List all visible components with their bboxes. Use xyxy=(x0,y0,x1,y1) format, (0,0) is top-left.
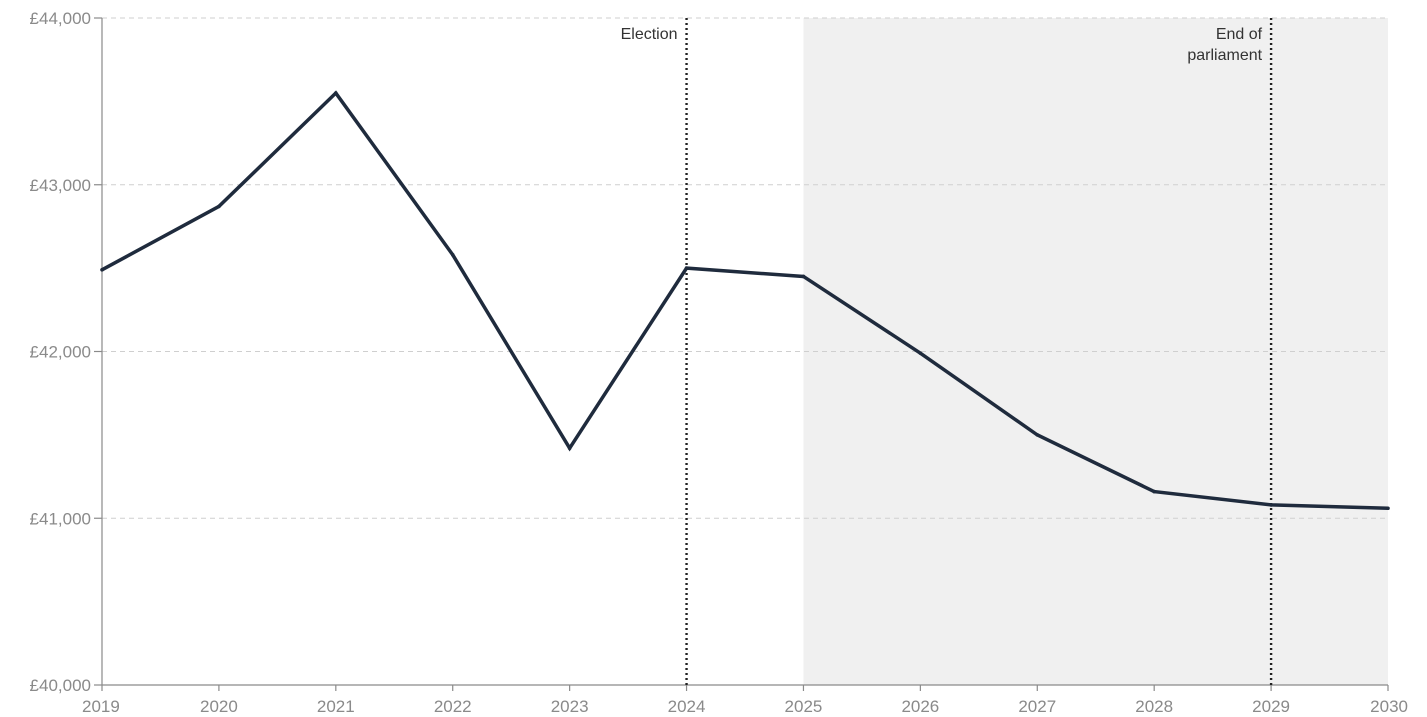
y-tick-label: £43,000 xyxy=(30,176,91,195)
x-tick-label: 2022 xyxy=(434,697,472,716)
data-point xyxy=(100,267,104,272)
data-point xyxy=(918,351,923,355)
data-point xyxy=(334,91,338,95)
x-tick-label: 2020 xyxy=(200,697,238,716)
annotation-label: End of xyxy=(1216,26,1263,43)
data-point xyxy=(1035,433,1040,437)
data-point xyxy=(1152,489,1156,494)
data-point xyxy=(1269,503,1273,507)
x-tick-label: 2029 xyxy=(1252,697,1290,716)
x-tick-label: 2019 xyxy=(82,697,120,716)
series-layer xyxy=(100,90,1390,511)
data-point xyxy=(567,446,572,451)
gridlines xyxy=(102,17,1388,519)
y-tick-label: £44,000 xyxy=(30,9,91,28)
x-tick-label: 2021 xyxy=(317,697,355,716)
series-line xyxy=(101,90,1389,510)
data-point xyxy=(450,252,455,257)
x-tick-label: 2027 xyxy=(1018,697,1056,716)
tick-labels: £40,000 £41,000 £42,000 £43,000 £44,000 2019 2… xyxy=(30,9,1408,716)
data-point xyxy=(217,204,221,209)
x-tick-label: 2030 xyxy=(1370,697,1408,716)
x-tick-label: 2023 xyxy=(551,697,589,716)
y-tick-label: £42,000 xyxy=(30,343,91,362)
data-point xyxy=(684,266,689,270)
annotations: Election End of parliament xyxy=(621,18,1273,685)
data-point xyxy=(801,274,806,279)
data-point xyxy=(1386,506,1390,511)
annotation-label: Election xyxy=(621,26,678,43)
x-tick-label: 2026 xyxy=(901,697,939,716)
y-tick-label: £40,000 xyxy=(30,676,91,695)
x-tick-label: 2024 xyxy=(668,697,706,716)
y-tick-label: £41,000 xyxy=(30,509,91,528)
annotation-label: parliament xyxy=(1187,47,1262,64)
x-tick-label: 2028 xyxy=(1135,697,1173,716)
axes xyxy=(94,17,1389,691)
x-tick-label: 2025 xyxy=(785,697,823,716)
